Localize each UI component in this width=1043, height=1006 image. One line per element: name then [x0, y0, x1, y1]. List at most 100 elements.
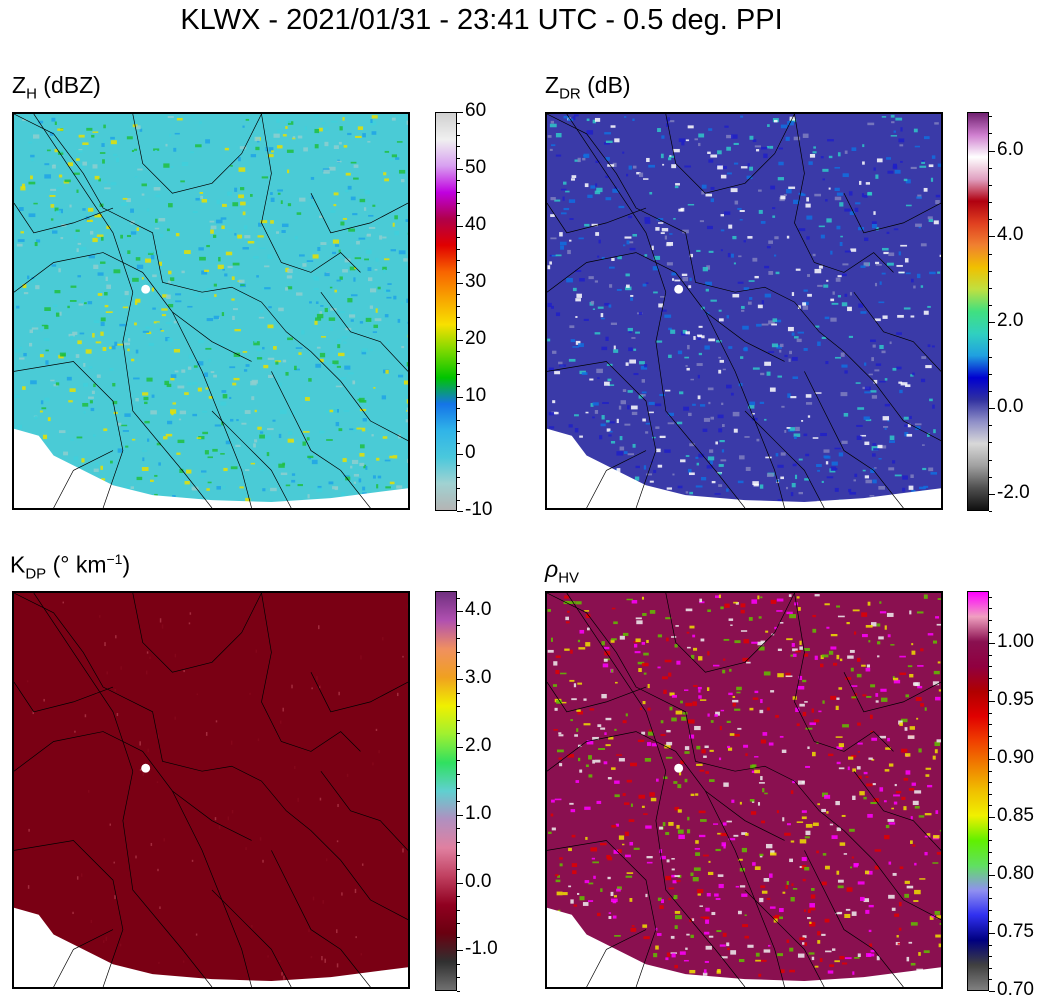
radar-speckle [884, 403, 891, 407]
radar-speckle [797, 305, 801, 310]
radar-speckle [94, 215, 102, 218]
radar-speckle [175, 232, 180, 237]
radar-speckle [591, 857, 596, 860]
radar-speckle [885, 747, 892, 750]
radar-speckle [791, 642, 795, 647]
radar-speckle [717, 874, 724, 877]
radar-speckle [809, 922, 816, 927]
radar-speckle [668, 897, 671, 901]
radar-speckle [822, 853, 827, 856]
radar-speckle [552, 350, 557, 354]
radar-speckle [854, 693, 858, 697]
colorbar-minor-tick [989, 390, 992, 392]
radar-speckle [751, 800, 755, 803]
radar-speckle [852, 795, 856, 800]
radar-speckle [635, 638, 641, 643]
radar-speckle [406, 266, 408, 270]
radar-speckle [231, 276, 235, 281]
radar-speckle [671, 717, 677, 722]
radar-speckle [46, 149, 51, 152]
radar-speckle [861, 612, 868, 617]
radar-speckle [350, 161, 357, 164]
radar-speckle [835, 705, 839, 711]
radar-speckle [14, 349, 21, 353]
radar-speckle [881, 697, 888, 702]
radar-speckle [35, 239, 41, 243]
radar-speckle [600, 842, 607, 846]
radar-speckle [805, 765, 811, 768]
radar-speckle [616, 289, 622, 291]
radar-speckle [866, 664, 871, 668]
radar-speckle [572, 116, 576, 121]
radar-speckle [112, 382, 116, 387]
radar-speckle [938, 943, 941, 948]
radar-speckle [173, 147, 177, 152]
radar-speckle [668, 887, 675, 890]
radar-speckle [760, 699, 763, 704]
radar-speckle [109, 823, 112, 826]
radar-speckle [708, 401, 711, 405]
radar-speckle [626, 598, 633, 601]
radar-speckle [321, 956, 323, 961]
radar-speckle [378, 750, 380, 754]
radar-speckle [645, 431, 649, 434]
radar-speckle [812, 822, 819, 827]
radar-speckle [723, 165, 727, 170]
radar-speckle [600, 317, 605, 320]
radar-speckle [592, 759, 596, 764]
radar-speckle [822, 168, 829, 172]
radar-speckle [394, 220, 398, 223]
radar-speckle [210, 225, 217, 230]
radar-speckle [781, 405, 785, 408]
radar-speckle [821, 808, 826, 813]
radar-speckle [622, 720, 627, 724]
radar-speckle [592, 402, 599, 406]
radar-speckle [239, 146, 247, 150]
radar-speckle [142, 771, 145, 776]
radar-speckle [343, 410, 350, 412]
radar-speckle [795, 426, 800, 432]
radar-speckle [870, 730, 874, 733]
radar-speckle [638, 668, 642, 672]
radar-speckle [897, 314, 904, 318]
radar-speckle [77, 275, 82, 278]
radar-speckle [375, 257, 379, 262]
radar-speckle [733, 262, 736, 265]
radar-speckle [836, 697, 840, 700]
radar-speckle [618, 849, 622, 853]
radar-speckle [680, 459, 686, 463]
radar-speckle [799, 646, 803, 650]
radar-speckle [328, 481, 334, 485]
colorbar-tick-label: 0.0 [997, 396, 1024, 418]
radar-speckle [798, 491, 804, 495]
radar-speckle [98, 178, 101, 182]
radar-speckle [772, 916, 778, 919]
radar-speckle [699, 699, 707, 701]
radar-speckle [173, 349, 181, 353]
radar-speckle [754, 756, 759, 758]
radar-speckle [259, 431, 264, 434]
radar-speckle [652, 266, 659, 271]
radar-speckle [837, 295, 842, 298]
county-boundary [271, 850, 371, 987]
radar-speckle [624, 116, 627, 118]
radar-speckle [753, 414, 755, 417]
radar-speckle [750, 811, 757, 815]
radar-speckle [383, 172, 387, 176]
radar-speckle [85, 349, 92, 354]
radar-speckle [812, 151, 817, 154]
radar-speckle [556, 891, 563, 896]
radar-speckle [76, 189, 79, 193]
radar-speckle [796, 723, 800, 727]
radar-speckle [585, 764, 589, 768]
radar-speckle [869, 943, 873, 947]
radar-speckle [285, 126, 288, 129]
radar-speckle [213, 283, 217, 287]
radar-speckle [771, 323, 777, 326]
radar-speckle [553, 729, 558, 731]
radar-speckle [273, 133, 280, 138]
radar-speckle [832, 662, 838, 666]
radar-speckle [326, 359, 329, 364]
radar-speckle [706, 265, 711, 270]
radar-speckle [773, 254, 777, 257]
